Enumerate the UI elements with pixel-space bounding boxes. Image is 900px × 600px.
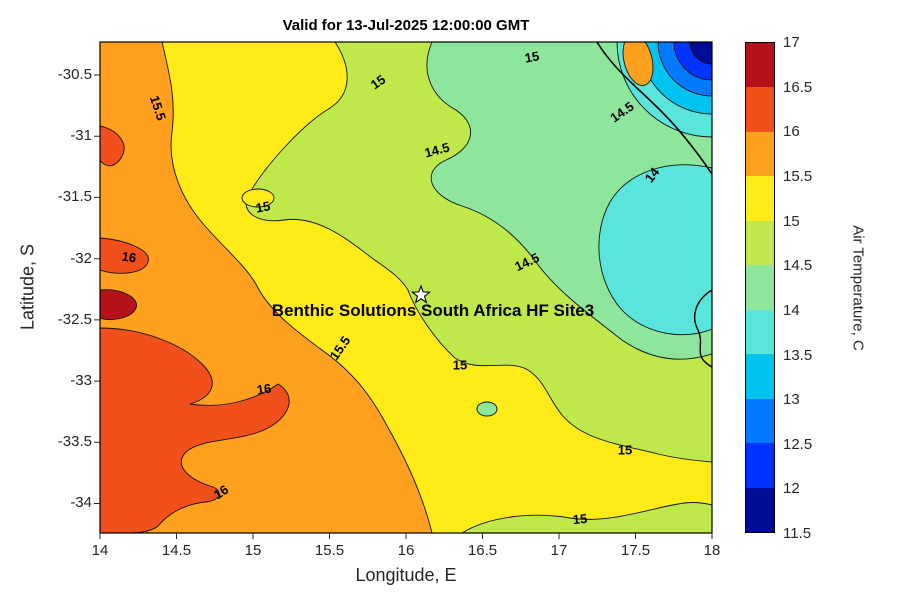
x-tick-label: 14 xyxy=(91,542,109,559)
colorbar-tick-label: 12.5 xyxy=(783,436,813,453)
contour-label: 16 xyxy=(255,380,273,398)
y-tick-label: -30.5 xyxy=(57,66,92,83)
colorbar-tick-label: 11.5 xyxy=(783,525,812,542)
x-tick-label: 15 xyxy=(244,542,262,559)
coastline xyxy=(694,289,712,368)
x-tick-label: 14.5 xyxy=(161,542,192,559)
contour-region xyxy=(100,237,149,274)
colorbar-tick-label: 13 xyxy=(783,391,800,408)
y-tick-label: -32.5 xyxy=(57,311,92,328)
colorbar-tick-label: 12 xyxy=(783,480,800,497)
colorbar-bands xyxy=(745,42,775,533)
y-tick-label: -33.5 xyxy=(57,433,92,450)
colorbar-tick-label: 14 xyxy=(783,302,800,319)
site-marker-star xyxy=(410,284,432,304)
x-tick-label: 17.5 xyxy=(620,542,651,559)
x-tick-label: 16.5 xyxy=(467,542,498,559)
colorbar-tick-label: 16 xyxy=(783,123,800,140)
y-tick-label: -33 xyxy=(70,372,92,389)
x-tick-label: 15.5 xyxy=(314,542,345,559)
y-tick-label: -31.5 xyxy=(57,188,92,205)
colorbar-tick-label: 15.5 xyxy=(783,168,813,185)
site-marker-label: Benthic Solutions South Africa HF Site3 xyxy=(271,301,595,320)
colorbar-tick-label: 15 xyxy=(783,213,800,230)
contour-region xyxy=(622,42,654,86)
y-tick-label: -31 xyxy=(70,127,92,144)
contour-region xyxy=(241,188,275,208)
y-axis-ticks xyxy=(94,74,100,504)
y-tick-label: -34 xyxy=(70,494,92,511)
x-tick-label: 17 xyxy=(550,542,568,559)
colorbar-label: Air Temperature, C xyxy=(849,225,867,351)
contour-region xyxy=(100,125,125,167)
contour-region xyxy=(100,327,290,533)
contour-region xyxy=(461,502,712,533)
x-axis-label: Longitude, E xyxy=(355,565,457,585)
colorbar-tick-label: 16.5 xyxy=(783,79,813,96)
colorbar-tick-label: 13.5 xyxy=(783,347,813,364)
contour-label: 16 xyxy=(120,248,138,266)
x-tick-label: 16 xyxy=(397,542,415,559)
x-axis-ticks xyxy=(99,533,713,539)
y-tick-label: -32 xyxy=(70,250,92,267)
contour-label: 15 xyxy=(452,357,468,373)
contour-label: 15 xyxy=(617,442,633,458)
contour-label: 15 xyxy=(523,48,541,66)
coastline xyxy=(596,42,712,175)
x-tick-label: 18 xyxy=(703,542,721,559)
colorbar-tick-label: 14.5 xyxy=(783,257,813,274)
colorbar-tick-label: 17 xyxy=(783,34,800,51)
contour-region xyxy=(100,289,137,320)
contour-label: 15 xyxy=(254,198,272,216)
contour-region xyxy=(598,164,712,336)
contour-region xyxy=(476,401,498,417)
plot-title: Valid for 13-Jul-2025 12:00:00 GMT xyxy=(282,17,530,34)
contour-label: 15 xyxy=(572,510,588,528)
